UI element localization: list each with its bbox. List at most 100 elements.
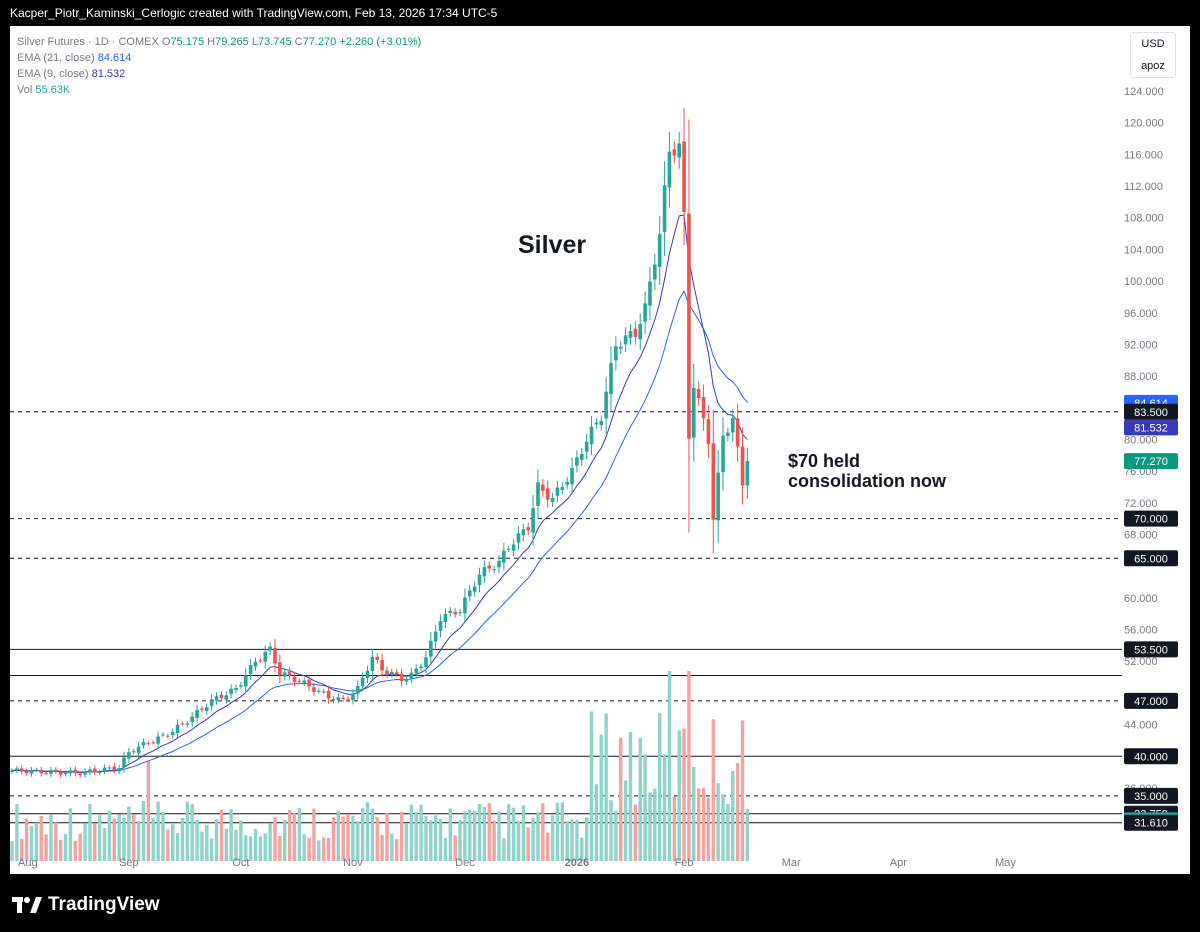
volume-bar: [209, 838, 214, 861]
candle-body: [10, 770, 14, 773]
price-tick-label: 112.000: [1124, 181, 1163, 193]
candle-body: [545, 488, 550, 500]
candle-body: [122, 757, 126, 768]
time-tick-label: May: [995, 857, 1016, 869]
price-tick-label: 88.000: [1124, 371, 1158, 383]
candle-body: [502, 550, 506, 563]
ema9-label: EMA (9, close): [17, 68, 89, 80]
candle-body: [326, 690, 331, 699]
volume-bar: [239, 820, 243, 861]
volume-bar: [536, 812, 540, 861]
legend-ema21[interactable]: EMA (21, close) 84.614: [17, 50, 421, 66]
volume-bar: [166, 829, 170, 861]
candle-body: [117, 768, 121, 772]
volume-bar: [302, 834, 306, 861]
legend-ema9[interactable]: EMA (9, close) 81.532: [17, 66, 421, 82]
time-tick-label: Nov: [343, 857, 363, 869]
chart-panel[interactable]: 124.000 120.000 116.000 112.000 108.000 104.0…: [10, 26, 1190, 874]
candle-body: [102, 767, 107, 772]
volume-bar: [151, 817, 155, 861]
candle-body: [453, 611, 457, 615]
tradingview-logo[interactable]: TradingView: [12, 894, 160, 916]
price-tag-box: [1124, 748, 1178, 765]
price-tag-box: [1124, 419, 1178, 436]
price-tick-label: 92.000: [1124, 339, 1158, 351]
legend-high-value: 79.265: [215, 36, 249, 48]
volume-bar: [487, 803, 491, 861]
candle-body: [175, 724, 180, 734]
price-chart[interactable]: 124.000 120.000 116.000 112.000 108.000 104.0…: [10, 26, 1190, 874]
candle-body: [180, 723, 185, 725]
annotation-note-line1: $70 held: [788, 451, 861, 471]
legend-change: +2.260 (+3.01%): [339, 36, 422, 48]
price-axis: 124.000 120.000 116.000 112.000 108.000 104.0…: [1124, 86, 1164, 795]
candle-body: [127, 752, 131, 759]
candle-body: [643, 303, 647, 322]
annotation-note[interactable]: $70 held consolidation now: [788, 451, 946, 491]
candle-body: [253, 661, 258, 667]
volume-bar: [219, 809, 224, 861]
volume-bar: [497, 811, 501, 861]
currency-button[interactable]: USD: [1141, 38, 1165, 50]
candle-body: [458, 612, 462, 614]
candle-body: [341, 697, 345, 700]
candle-body: [97, 771, 102, 774]
volume-bar: [395, 839, 399, 861]
scale-mode-button[interactable]: apoz: [1141, 60, 1165, 72]
candle-body: [15, 768, 19, 771]
candle-body: [263, 651, 268, 662]
annotation-title[interactable]: Silver: [518, 231, 587, 259]
volume-bar: [531, 818, 535, 861]
candle-body: [49, 770, 53, 774]
volume-bar: [609, 800, 613, 861]
candle-body: [336, 697, 341, 701]
volume-bar: [735, 762, 740, 861]
candle-body: [151, 742, 156, 744]
candle-body: [209, 699, 214, 706]
volume-bar: [458, 819, 462, 861]
footer: TradingView: [0, 874, 1200, 932]
volume-bar: [195, 819, 199, 861]
candle-body: [131, 751, 136, 753]
volume-bar: [44, 834, 48, 861]
candle-body: [282, 672, 287, 677]
volume-bar: [463, 811, 467, 861]
volume-bar: [443, 838, 448, 861]
legend-symbol[interactable]: Silver Futures · 1D · COMEX: [17, 36, 159, 48]
time-tick-label: Dec: [455, 857, 475, 869]
candle-body: [667, 151, 672, 188]
volume-bar: [360, 807, 365, 861]
volume-bar: [507, 804, 511, 861]
candle-body: [677, 143, 681, 158]
volume-bar: [716, 783, 720, 861]
legend-volume[interactable]: Vol 55.63K: [17, 82, 421, 98]
volume-bar: [205, 824, 209, 861]
volume-bar: [687, 671, 691, 861]
volume-bar: [429, 820, 433, 861]
price-tick-label: 72.000: [1124, 498, 1158, 510]
legend-open-value: 75.175: [170, 36, 205, 48]
volume-bar: [331, 817, 336, 861]
volume-bar: [132, 814, 136, 861]
volume-bar: [672, 796, 677, 861]
price-tag-box: [1124, 692, 1178, 709]
volume-bar: [156, 801, 160, 861]
candle-body: [692, 387, 696, 438]
volume-bar: [628, 731, 633, 861]
annotation-note-line2: consolidation now: [788, 471, 946, 491]
candle-body: [555, 487, 560, 496]
volume-bar: [175, 832, 180, 861]
price-tag-box: [1124, 787, 1178, 804]
candle-body: [604, 391, 608, 419]
volume-bar: [482, 806, 487, 861]
volume-bar: [599, 734, 603, 861]
candle-body: [375, 656, 380, 661]
candle-body: [575, 457, 579, 466]
candle-body: [638, 324, 643, 340]
candle-body: [696, 388, 701, 399]
price-tick-label: 116.000: [1124, 149, 1163, 161]
volume-bar: [97, 815, 102, 861]
volume-bar: [200, 831, 204, 861]
ema-lines: [11, 214, 748, 774]
candle-body: [516, 533, 521, 543]
